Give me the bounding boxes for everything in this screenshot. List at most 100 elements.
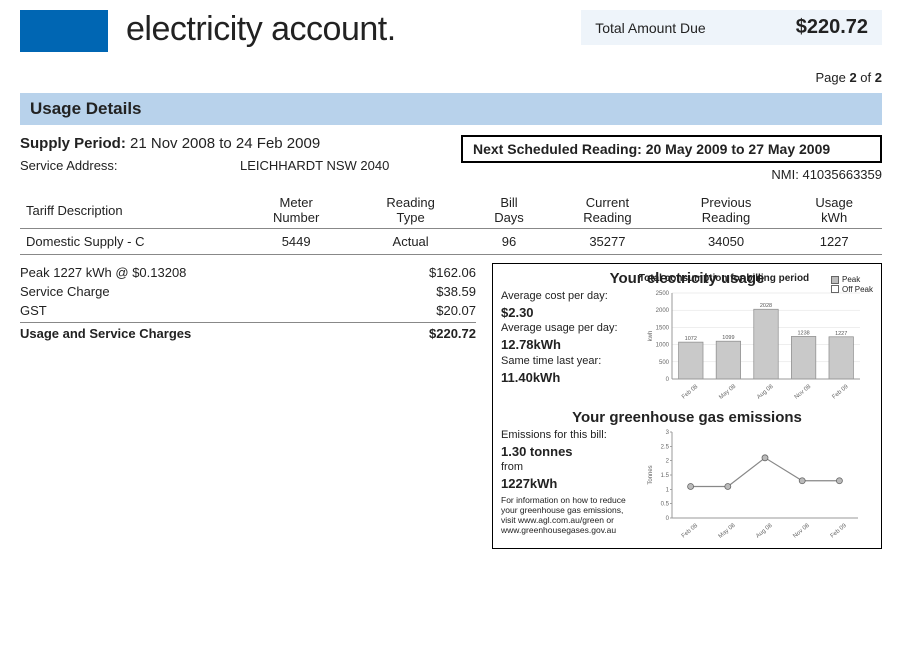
svg-text:2.5: 2.5	[661, 444, 670, 450]
charge-service-label: Service Charge	[20, 284, 110, 299]
readings-table: Tariff Description MeterNumber ReadingTy…	[20, 192, 882, 255]
nmi-label: NMI:	[771, 167, 798, 182]
svg-text:0.5: 0.5	[661, 502, 670, 508]
page-label: Page	[815, 70, 845, 85]
charge-row-peak: Peak 1227 kWh @ $0.13208 $162.06	[20, 263, 476, 282]
ghg-info-text: For information on how to reduce your gr…	[501, 495, 629, 536]
svg-text:Nov 08: Nov 08	[792, 522, 811, 538]
service-address: Service Address: LEICHHARDT NSW 2040	[20, 158, 441, 173]
svg-text:1099: 1099	[722, 335, 734, 341]
th-current: CurrentReading	[549, 192, 666, 229]
page-total: 2	[875, 70, 882, 85]
next-reading-box: Next Scheduled Reading: 20 May 2009 to 2…	[461, 135, 882, 163]
avg-usage-label: Average usage per day:	[501, 322, 618, 334]
charge-peak-value: $162.06	[429, 265, 476, 280]
usage-panel: Your electricity usage Average cost per …	[492, 263, 882, 549]
svg-text:Feb 09: Feb 09	[831, 384, 850, 399]
from-label: from	[501, 461, 523, 473]
charge-total-label: Usage and Service Charges	[20, 326, 191, 341]
svg-text:0: 0	[666, 377, 670, 383]
chart-legend: Peak Off Peak	[831, 275, 873, 294]
legend-swatch-off-icon	[831, 285, 839, 293]
th-meter: MeterNumber	[240, 192, 352, 229]
svg-text:1072: 1072	[685, 336, 697, 342]
service-address-value: LEICHHARDT NSW 2040	[240, 158, 389, 173]
td-tariff: Domestic Supply - C	[20, 229, 240, 255]
line-chart: 00.511.522.53TonnesFeb 08May 08Aug 08Nov…	[635, 428, 873, 538]
td-usage: 1227	[786, 229, 882, 255]
svg-text:1: 1	[666, 487, 670, 493]
emissions-label: Emissions for this bill:	[501, 429, 607, 441]
svg-text:500: 500	[659, 360, 670, 366]
svg-text:Feb 08: Feb 08	[681, 523, 700, 538]
legend-swatch-peak-icon	[831, 276, 839, 284]
amount-due-box: Total Amount Due $220.72	[581, 10, 882, 45]
td-previous: 34050	[666, 229, 787, 255]
legend-peak: Peak	[831, 275, 873, 285]
elec-subtitle: Total consumption for billing period	[635, 273, 813, 284]
avg-cost-label: Average cost per day:	[501, 290, 608, 302]
next-reading-label: Next Scheduled Reading:	[473, 141, 642, 157]
charge-gst-label: GST	[20, 303, 47, 318]
legend-offpeak: Off Peak	[831, 285, 873, 295]
supply-period: Supply Period: 21 Nov 2008 to 24 Feb 200…	[20, 135, 441, 152]
svg-text:kwh: kwh	[648, 331, 654, 342]
from-value: 1227kWh	[501, 475, 629, 493]
svg-text:Feb 08: Feb 08	[681, 384, 700, 399]
ghg-stats: Emissions for this bill: 1.30 tonnes fro…	[501, 428, 629, 538]
charge-row-gst: GST $20.07	[20, 301, 476, 320]
svg-text:0: 0	[666, 516, 670, 522]
bar-chart: Total consumption for billing period Pea…	[635, 289, 873, 399]
section-usage-details: Usage Details	[20, 93, 882, 125]
svg-text:1000: 1000	[656, 343, 670, 349]
th-usage: UsagekWh	[786, 192, 882, 229]
td-meter: 5449	[240, 229, 352, 255]
td-reading-type: Actual	[352, 229, 469, 255]
page-title: electricity account.	[126, 10, 563, 49]
emissions-value: 1.30 tonnes	[501, 443, 629, 461]
svg-text:Feb 09: Feb 09	[830, 523, 849, 538]
same-time-value: 11.40kWh	[501, 369, 629, 387]
svg-text:2000: 2000	[656, 308, 670, 314]
avg-usage-value: 12.78kWh	[501, 336, 629, 354]
supply-period-label: Supply Period:	[20, 135, 126, 152]
th-tariff: Tariff Description	[20, 192, 240, 229]
svg-text:Aug 08: Aug 08	[756, 383, 775, 399]
nmi: NMI: 41035663359	[461, 167, 882, 182]
charge-row-service: Service Charge $38.59	[20, 282, 476, 301]
svg-text:Nov 08: Nov 08	[794, 383, 813, 399]
svg-text:3: 3	[666, 430, 670, 436]
charge-gst-value: $20.07	[436, 303, 476, 318]
svg-text:1227: 1227	[835, 331, 847, 337]
amount-due-value: $220.72	[796, 16, 868, 39]
page-number: Page 2 of 2	[20, 70, 882, 85]
nmi-value: 41035663359	[802, 167, 882, 182]
td-bill-days: 96	[469, 229, 549, 255]
charges-list: Peak 1227 kWh @ $0.13208 $162.06 Service…	[20, 263, 476, 549]
ghg-title: Your greenhouse gas emissions	[501, 409, 873, 426]
th-reading-type: ReadingType	[352, 192, 469, 229]
line-chart-svg: 00.511.522.53TonnesFeb 08May 08Aug 08Nov…	[635, 428, 873, 538]
charge-peak-label: Peak 1227 kWh @ $0.13208	[20, 265, 186, 280]
next-reading-value: 20 May 2009 to 27 May 2009	[646, 141, 830, 157]
supply-period-value: 21 Nov 2008 to 24 Feb 2009	[130, 135, 320, 152]
td-current: 35277	[549, 229, 666, 255]
svg-text:2028: 2028	[760, 303, 772, 309]
th-bill-days: BillDays	[469, 192, 549, 229]
table-row: Domestic Supply - C 5449 Actual 96 35277…	[20, 229, 882, 255]
avg-cost-value: $2.30	[501, 304, 629, 322]
svg-text:1.5: 1.5	[661, 473, 670, 479]
svg-text:Aug 08: Aug 08	[755, 522, 774, 538]
elec-stats: Average cost per day: $2.30 Average usag…	[501, 289, 629, 399]
page-current: 2	[849, 70, 856, 85]
charge-total-value: $220.72	[429, 326, 476, 341]
same-time-label: Same time last year:	[501, 355, 601, 367]
legend-off-label: Off Peak	[842, 285, 873, 295]
svg-text:May 08: May 08	[718, 383, 737, 399]
table-header-row: Tariff Description MeterNumber ReadingTy…	[20, 192, 882, 229]
legend-peak-label: Peak	[842, 275, 860, 285]
svg-text:1500: 1500	[656, 325, 670, 331]
bar-chart-svg: 05001000150020002500kwh1072Feb 081099May…	[635, 289, 873, 399]
charge-service-value: $38.59	[436, 284, 476, 299]
logo-block	[20, 10, 108, 52]
